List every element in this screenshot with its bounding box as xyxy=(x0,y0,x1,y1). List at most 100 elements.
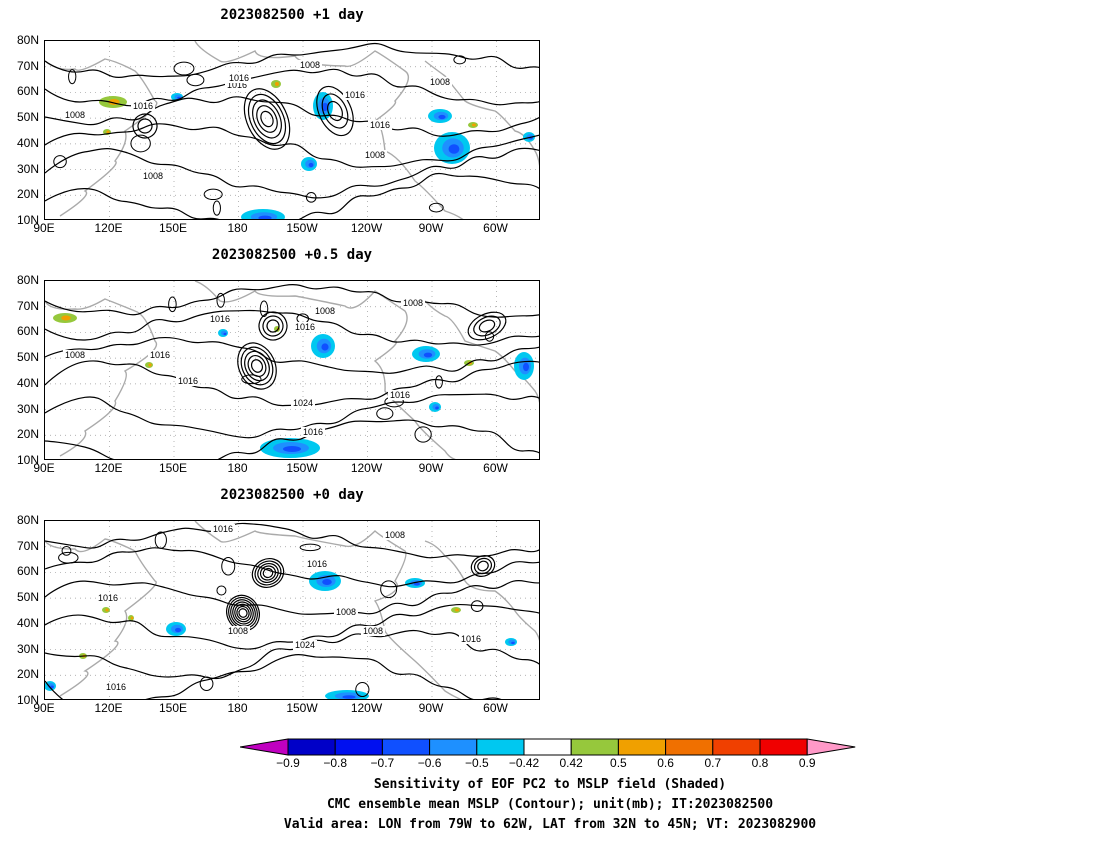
mslp-contour-closed xyxy=(243,88,291,150)
contour-label: 1016 xyxy=(178,376,198,386)
sensitivity-shade-negative xyxy=(223,332,227,336)
lon-tick-label: 120E xyxy=(94,221,123,235)
colorbar-segment xyxy=(429,738,478,756)
lon-tick-label: 150W xyxy=(286,701,318,715)
sensitivity-shade-negative xyxy=(175,627,181,633)
contour-label-bg xyxy=(176,376,200,386)
colorbar-tick-label: −0.6 xyxy=(417,756,442,770)
contour-label-bg xyxy=(313,306,337,316)
mslp-contour-closed xyxy=(232,601,254,625)
lat-tick-label: 10N xyxy=(16,453,39,467)
contour-label-bg xyxy=(96,593,120,603)
mslp-contour-closed xyxy=(327,100,343,122)
mslp-contour-closed xyxy=(260,110,274,128)
mslp-contour-small xyxy=(216,585,227,596)
contour-label: 1016 xyxy=(210,314,230,324)
lat-tick-label: 80N xyxy=(16,513,39,527)
sensitivity-shade-positive xyxy=(148,363,152,367)
caption-line-3: Valid area: LON from 79W to 62W, LAT fro… xyxy=(283,817,817,832)
mslp-contour-closed xyxy=(238,608,248,618)
lon-tick-label: 180 xyxy=(227,221,248,235)
mslp-contour-small xyxy=(376,407,394,420)
sensitivity-shade-positive xyxy=(472,123,476,127)
sensitivity-shade-positive xyxy=(105,608,109,612)
lon-tick-label: 150E xyxy=(158,221,188,235)
lat-tick-label: 20N xyxy=(16,427,39,442)
colorbar-tick-label: 0.42 xyxy=(559,756,583,770)
lon-tick-label: 90E xyxy=(33,461,55,475)
lon-tick-label: 60W xyxy=(483,461,508,475)
mslp-contour-closed xyxy=(266,319,280,333)
lon-tick-label: 150E xyxy=(158,461,188,475)
colorbar-segment xyxy=(334,738,383,756)
mslp-contour-closed xyxy=(262,567,274,579)
mslp-contour-closed xyxy=(236,605,250,621)
mslp-contour-closed xyxy=(316,85,354,137)
lat-tick-label: 60N xyxy=(16,324,39,339)
contour-label-bg xyxy=(148,350,172,360)
colorbar-tick-label: −0.42 xyxy=(508,756,540,770)
sensitivity-shade-negative xyxy=(322,579,332,585)
mslp-contour-small xyxy=(470,600,484,613)
contour-label-bg xyxy=(293,640,317,650)
lat-tick-label: 30N xyxy=(16,401,39,416)
mslp-contour-small xyxy=(435,375,443,389)
colorbar-segment xyxy=(617,738,667,756)
sensitivity-shade-negative xyxy=(322,102,328,112)
lon-tick-label: 150W xyxy=(286,461,318,475)
mslp-contour-small xyxy=(241,374,262,385)
coastline xyxy=(424,300,539,403)
mslp-contour-closed xyxy=(321,93,349,129)
mslp-contour-small xyxy=(68,69,77,85)
mslp-contour xyxy=(45,147,539,199)
mslp-contour-small xyxy=(203,188,223,201)
mslp-contour-closed xyxy=(473,315,501,337)
mslp-contour-closed xyxy=(467,311,507,341)
contour-label: 1008 xyxy=(315,306,335,316)
contour-label-bg xyxy=(141,171,165,181)
panel-title-1: 2023082500 +1 day xyxy=(220,7,364,23)
mslp-contour-closed xyxy=(234,603,252,623)
map-panel-3: 1016 1008 1016 1016 1008 1024 1016 1008 1016 1008 xyxy=(44,520,540,700)
sensitivity-shade-negative xyxy=(448,144,460,154)
contour-label-bg xyxy=(208,314,232,324)
colorbar-tick-label: −0.7 xyxy=(370,756,395,770)
lat-tick-label: 40N xyxy=(16,135,39,150)
lon-tick-label: 90W xyxy=(418,221,444,235)
mslp-contour-closed xyxy=(137,118,153,134)
coastline xyxy=(194,521,462,699)
mslp-contour xyxy=(45,603,539,650)
lat-tick-label: 30N xyxy=(16,641,39,656)
mslp-contour xyxy=(45,68,539,107)
lon-tick-label: 120E xyxy=(94,701,123,715)
contour-label: 1016 xyxy=(295,322,315,332)
colorbar-segment xyxy=(570,738,619,756)
lat-tick-label: 80N xyxy=(16,273,39,287)
contour-label: 1008 xyxy=(300,60,320,70)
sensitivity-shade-negative xyxy=(50,685,54,689)
mslp-contour xyxy=(45,172,539,219)
mslp-contour-small xyxy=(186,73,205,87)
mslp-contour xyxy=(45,419,539,459)
contour-label: 1008 xyxy=(403,298,423,308)
mslp-contour-small xyxy=(58,551,79,564)
mslp-contour-small xyxy=(355,682,370,698)
mslp-contour xyxy=(45,42,539,78)
contour-label: 1008 xyxy=(228,626,248,636)
lon-tick-label: 150W xyxy=(286,221,318,235)
mslp-contour-closed xyxy=(256,105,278,133)
contour-label-bg xyxy=(225,80,249,90)
colorbar-segment xyxy=(665,738,714,756)
map-canvas-3: 1016 1008 1016 1016 1008 1024 1016 1008 1016 1008 xyxy=(45,521,539,699)
colorbar-arrow-left xyxy=(240,738,289,756)
colorbar-tick-label: 0.9 xyxy=(798,756,816,770)
lat-tick-label: 20N xyxy=(16,667,39,682)
contour-label-bg xyxy=(104,682,128,692)
contour-label-bg xyxy=(334,607,358,617)
sensitivity-shade-negative xyxy=(423,352,433,358)
contour-label: 1016 xyxy=(213,524,233,534)
mslp-contour-small xyxy=(259,300,269,317)
mslp-contour-closed xyxy=(257,562,279,584)
mslp-contour-small xyxy=(221,557,236,576)
lat-tick-label: 10N xyxy=(16,693,39,707)
